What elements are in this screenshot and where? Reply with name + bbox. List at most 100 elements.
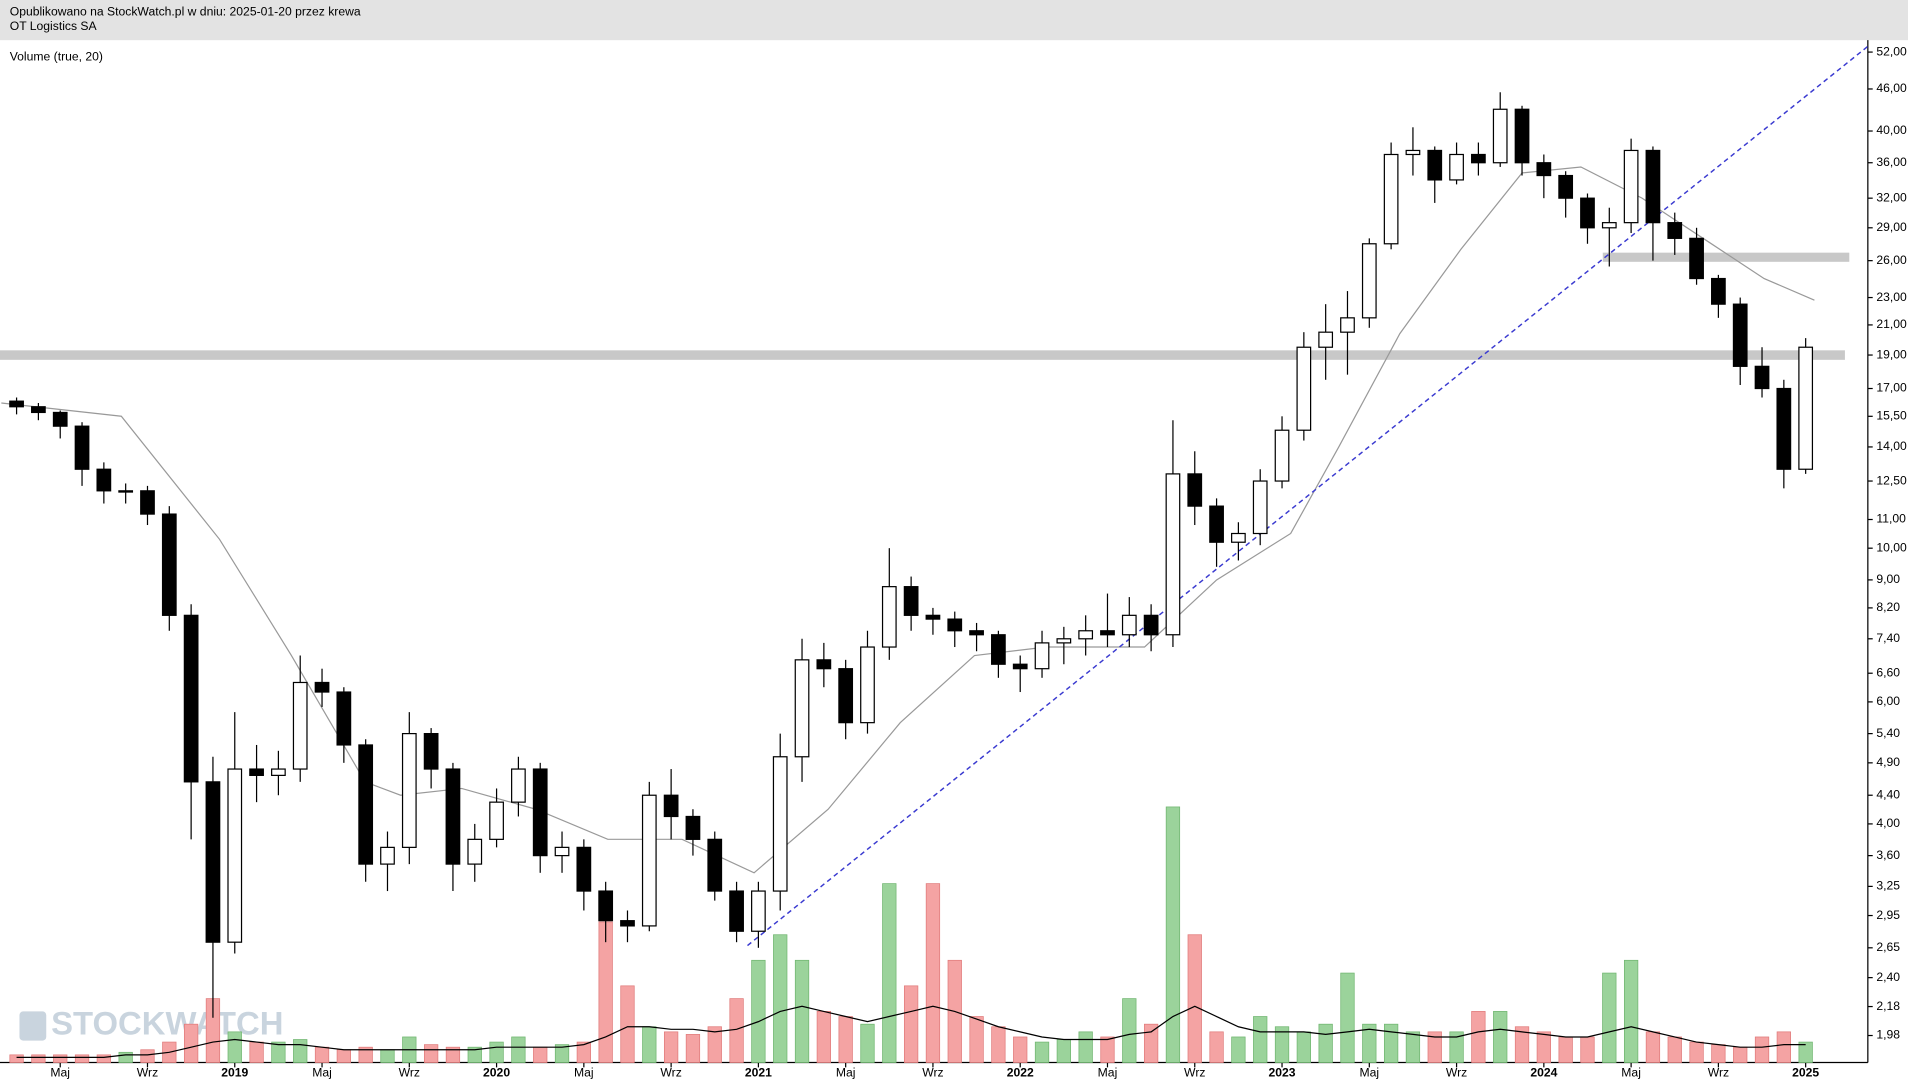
candle-body [1012,663,1028,670]
y-tick-label: 21,00 [1876,317,1907,331]
y-tick-label: 2,18 [1876,999,1900,1013]
candle-body [1798,346,1814,470]
candle-body [576,846,592,892]
y-tick-label: 36,00 [1876,155,1907,169]
candle-body [1732,303,1748,367]
volume-bar [31,1054,46,1063]
y-tick-label: 15,50 [1876,409,1907,423]
volume-bar [271,1041,286,1063]
volume-bar [1798,1041,1813,1063]
candle-body [227,768,243,943]
volume-bar [794,959,810,1063]
candle-body [1274,429,1290,482]
candle-body [707,838,723,892]
candle-body [641,794,657,927]
candle-body [1252,480,1268,535]
volume-bar [685,1034,701,1063]
volume-bar [489,1041,504,1063]
watermark: STOCKWATCH [51,1005,283,1042]
x-tick-label: Wrz [922,1066,943,1080]
x-tick-label: 2024 [1530,1066,1557,1080]
candle-body [1492,108,1508,164]
volume-bar [576,1041,591,1063]
x-tick-label: Wrz [1184,1066,1205,1080]
y-tick-label: 4,90 [1876,755,1900,769]
x-tick-label: Maj [1098,1066,1118,1080]
zone-band [1602,252,1850,262]
x-tick-label: Maj [836,1066,856,1080]
volume-bar [1602,972,1617,1063]
volume-bar [1209,1031,1224,1063]
volume-bar [1187,934,1202,1063]
candle-body [1427,149,1443,181]
volume-bar [1405,1031,1421,1063]
volume-bar [1711,1044,1726,1063]
candle-body [1645,149,1661,224]
candle-body [772,756,788,892]
candle-body [140,490,155,515]
candle-body [1514,108,1530,164]
y-tick-label: 14,00 [1876,439,1907,453]
volume-bar [140,1049,155,1063]
volume-bar [1253,1016,1268,1063]
volume-bar [729,998,744,1063]
candle-body [423,732,439,770]
volume-bar [358,1046,373,1063]
candle-body [1187,473,1203,507]
candle-body [729,890,744,932]
volume-bar [1667,1036,1682,1063]
candle-body [925,614,941,620]
candle-body [31,406,46,414]
volume-bar [1383,1023,1399,1063]
candle-body [1100,630,1115,636]
candle-body [1449,153,1464,181]
y-tick-label: 5,40 [1876,726,1900,740]
volume-bar [663,1031,679,1063]
volume-bar [882,883,897,1063]
volume-bar [249,1041,264,1063]
x-tick-label: 2023 [1269,1066,1296,1080]
volume-bar [533,1046,548,1063]
candle-body [9,400,24,408]
x-tick-label: Maj [1360,1066,1380,1080]
volume-bar [1143,1023,1159,1063]
y-tick-label: 19,00 [1876,347,1907,361]
y-tick-label: 52,00 [1876,44,1907,58]
volume-bar [903,985,919,1063]
candle-body [1754,365,1770,390]
volume-bar [1427,1031,1442,1063]
y-tick-label: 2,40 [1876,970,1900,984]
candle-body [1318,331,1334,348]
candle-body [1667,222,1683,239]
volume-bar [860,1023,875,1063]
volume-bar [1274,1026,1290,1063]
candle-body [511,768,526,803]
candle-body [620,920,635,927]
x-tick-label: Maj [574,1066,594,1080]
candle-body [467,838,483,865]
volume-bar [838,1016,853,1063]
candle-body [685,815,701,840]
y-tick-label: 11,00 [1876,512,1906,526]
volume-bar [598,921,613,1063]
volume-bar [1580,1036,1595,1063]
volume-bar [1318,1023,1333,1063]
y-tick-label: 10,00 [1876,540,1907,554]
candle-body [1143,614,1159,636]
y-tick-label: 12,50 [1876,473,1907,487]
candle-body [249,768,264,776]
y-tick-label: 4,40 [1876,787,1900,801]
candle-body [1056,638,1072,644]
candle-body [1471,153,1486,164]
candle-body [838,668,854,724]
volume-bar [445,1046,461,1063]
volume-bar [183,1023,199,1063]
y-tick-label: 2,95 [1876,908,1900,922]
candle-body [794,659,810,758]
candle-body [969,630,984,636]
volume-bar [1733,1046,1748,1063]
volume-bar [1296,1031,1311,1063]
volume-bar [1449,1031,1464,1063]
volume-bar [1471,1011,1486,1063]
candle-body [598,890,614,922]
